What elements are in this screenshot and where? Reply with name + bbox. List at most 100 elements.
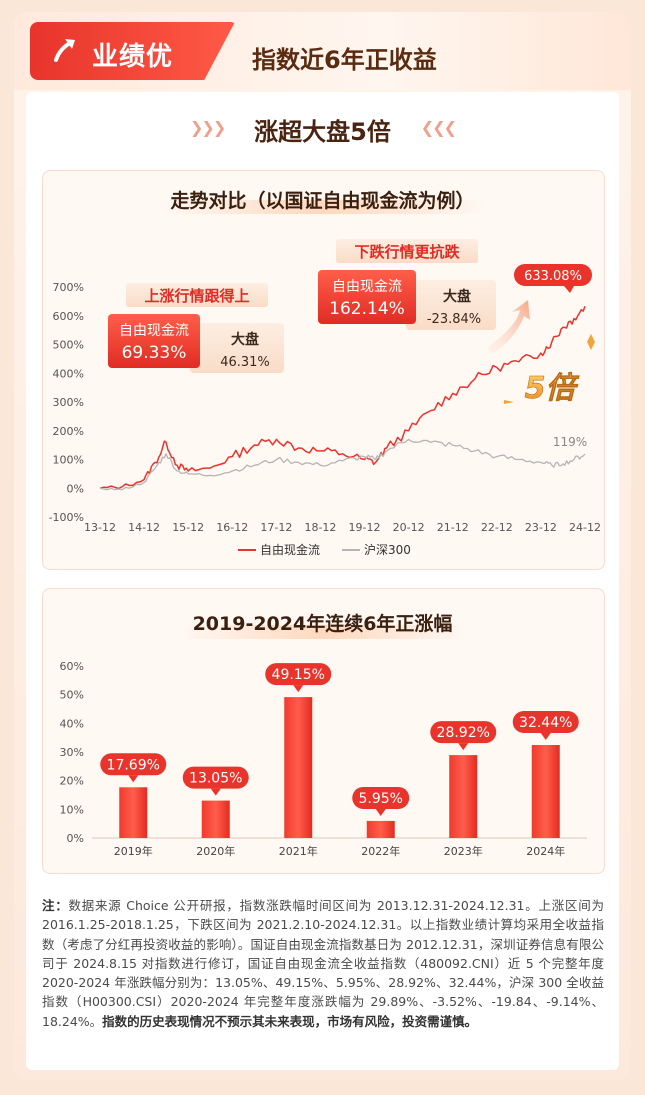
performance-badge [30, 22, 235, 80]
bar-value-pointer [375, 808, 386, 816]
y-tick-label: 200% [53, 425, 84, 438]
bar-value-bubble [182, 766, 249, 789]
bar-value-pointer [128, 775, 139, 783]
index-series-line [99, 438, 586, 491]
legend-fcf-label: 自由现金流 [260, 542, 320, 557]
bar-value-bubble [352, 786, 410, 809]
index-end-value: 119% [553, 435, 587, 449]
x-tick-label: 13-12 [84, 521, 116, 534]
down-index-name: 大盘 [443, 288, 471, 305]
bar [531, 745, 560, 838]
down-index-box [406, 280, 496, 330]
bar-chart-title: 2019-2024年连续6年正涨幅 [192, 613, 453, 635]
x-category-label: 2022年 [361, 844, 400, 858]
x-tick-label: 19-12 [349, 521, 381, 534]
up-index-value: 46.31% [220, 355, 270, 370]
bar-title-bar [180, 625, 465, 639]
chevron-left-icon: ❮❮❮ [420, 118, 457, 137]
y-tick-label: 300% [53, 396, 84, 409]
fcf-series-line [99, 305, 586, 490]
bar-value-label: 49.15% [272, 667, 325, 683]
down-fcf-box [318, 270, 416, 324]
note-label: 注： [42, 898, 69, 913]
y-tick-label: 10% [60, 803, 84, 816]
trend-title-bar [160, 200, 485, 214]
bar [366, 820, 395, 838]
x-tick-label: 21-12 [437, 521, 469, 534]
bar-value-label: 17.69% [107, 757, 160, 773]
up-index-name: 大盘 [231, 331, 259, 348]
down-market-label-bg [336, 239, 478, 263]
y-tick-label: 500% [53, 339, 84, 352]
y-tick-label: 40% [60, 717, 84, 730]
y-tick-label: 50% [60, 689, 84, 702]
badge-label: 业绩优 [92, 42, 174, 72]
trend-chart-panel [42, 170, 605, 570]
subtitle: 涨超大盘5倍 [254, 118, 391, 146]
x-category-label: 2023年 [444, 844, 483, 858]
x-tick-label: 20-12 [393, 521, 425, 534]
up-fcf-name: 自由现金流 [119, 323, 189, 339]
y-tick-label: 30% [60, 746, 84, 759]
bar-value-label: 13.05% [189, 771, 242, 787]
up-arrow-icon [54, 39, 75, 62]
up-market-label: 上涨行情跟得上 [144, 287, 249, 305]
x-category-label: 2019年 [114, 844, 153, 858]
y-tick-label: 100% [53, 454, 84, 467]
up-market-label-bg [126, 283, 268, 307]
y-tick-label: -100% [49, 511, 84, 524]
x-tick-label: 15-12 [172, 521, 204, 534]
y-tick-label: 0% [67, 832, 84, 845]
bar-value-pointer [458, 743, 469, 751]
y-tick-label: 60% [60, 660, 84, 673]
bar-value-label: 28.92% [437, 725, 490, 741]
x-category-label: 2021年 [279, 844, 318, 858]
chevron-right-icon: ❯❯❯ [190, 118, 226, 137]
bar-value-bubble [430, 721, 497, 744]
disclaimer-note: 注：数据来源 Choice 公开研报，指数涨跌幅时间区间为 2013.12.31… [42, 896, 604, 1031]
x-tick-label: 24-12 [569, 521, 601, 534]
x-category-label: 2020年 [196, 844, 235, 858]
fcf-end-bubble-pointer [564, 286, 574, 293]
y-tick-label: 0% [67, 482, 84, 495]
x-tick-label: 14-12 [128, 521, 160, 534]
up-fcf-box [108, 314, 200, 368]
bar [119, 787, 148, 838]
down-fcf-value: 162.14% [329, 299, 405, 319]
y-tick-label: 700% [53, 281, 84, 294]
up-index-box [190, 323, 284, 373]
bar-value-pointer [540, 733, 551, 741]
note-bold-text: 指数的历史表现情况不预示其未来表现，市场有风险，投资需谨慎。 [102, 1013, 478, 1029]
yearly-bar-chart: 60% 50% 40% 30% 20% 10% 0% 17.69% 2019年 13.05% 202… [60, 660, 587, 858]
note-text: 数据来源 Choice 公开研报，指数涨跌幅时间区间为 2013.12.31-2… [42, 898, 604, 1029]
trend-line-chart: 700% 600% 500% 400% 300% 200% 100% 0% -100%13-12… [49, 239, 601, 557]
bar [284, 697, 313, 838]
down-index-value: -23.84% [427, 312, 481, 327]
y-tick-label: 400% [53, 367, 84, 380]
bar [449, 755, 478, 838]
bar-value-label: 32.44% [519, 715, 572, 731]
y-tick-label: 600% [53, 310, 84, 323]
y-tick-label: 20% [60, 775, 84, 788]
down-fcf-name: 自由现金流 [332, 279, 402, 295]
x-tick-label: 23-12 [525, 521, 557, 534]
legend-index-label: 沪深300 [364, 543, 411, 557]
bar-value-bubble [265, 663, 332, 686]
up-fcf-value: 69.33% [122, 343, 187, 363]
upward-trend-arrow-icon [487, 300, 530, 354]
header-title: 指数近6年正收益 [252, 46, 437, 74]
bar [201, 800, 230, 838]
bar-value-label: 5.95% [359, 791, 403, 807]
down-market-label: 下跌行情更抗跌 [354, 243, 460, 261]
x-tick-label: 16-12 [216, 521, 248, 534]
x-category-label: 2024年 [526, 844, 565, 858]
x-tick-label: 17-12 [260, 521, 292, 534]
x-tick-label: 22-12 [481, 521, 513, 534]
bar-value-pointer [293, 685, 304, 693]
x-tick-label: 18-12 [304, 521, 336, 534]
five-times-emblem: 5倍 [525, 371, 580, 406]
trend-chart-title: 走势对比（以国证自由现金流为例） [170, 190, 475, 212]
bar-value-pointer [210, 788, 221, 796]
subtitle-group: ❯❯❯ 涨超大盘5倍 ❮❮❮ [190, 112, 457, 152]
fcf-end-value: 633.08% [524, 269, 582, 284]
